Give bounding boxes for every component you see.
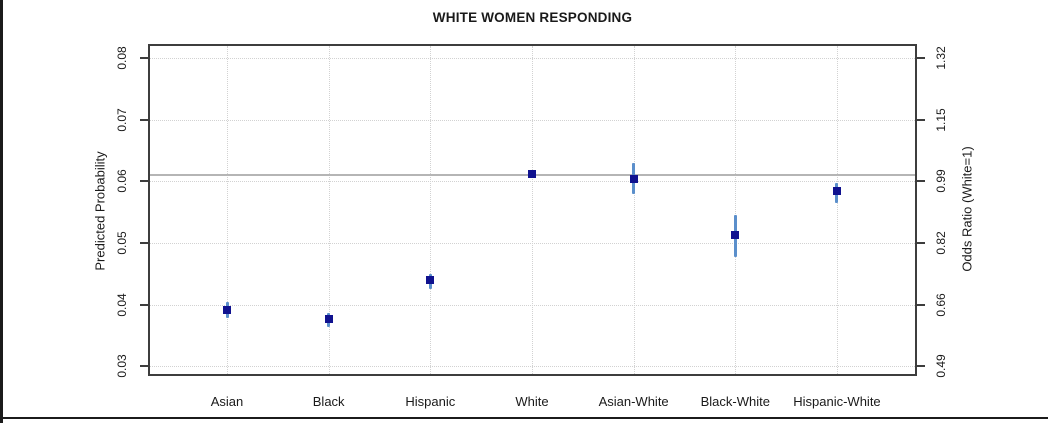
y-tick-right bbox=[917, 303, 925, 306]
data-point-black-white bbox=[731, 230, 740, 239]
y-tick-left bbox=[140, 241, 148, 244]
x-category-label: White bbox=[515, 394, 549, 409]
y-tick-label-left: 0.03 bbox=[115, 354, 129, 378]
data-point-white bbox=[527, 169, 536, 178]
page-edge-left bbox=[0, 0, 3, 423]
x-category-label: Black bbox=[312, 394, 345, 409]
y-tick-left bbox=[140, 180, 148, 183]
y-tick-left bbox=[140, 303, 148, 306]
y-tick-left bbox=[140, 57, 148, 60]
y-tick-label-left: 0.04 bbox=[115, 292, 129, 317]
v-gridline bbox=[328, 46, 330, 374]
y-tick-right bbox=[917, 365, 925, 368]
y-tick-label-left: 0.07 bbox=[115, 108, 129, 132]
chart-title: WHITE WOMEN RESPONDING bbox=[432, 10, 633, 25]
v-gridline bbox=[430, 46, 432, 374]
y-tick-right bbox=[917, 118, 925, 121]
data-point-black bbox=[324, 315, 333, 324]
x-category-label: Hispanic-White bbox=[793, 394, 881, 409]
y-tick-right bbox=[917, 57, 925, 60]
y-tick-label-right: 0.66 bbox=[934, 292, 948, 317]
x-category-label: Black-White bbox=[700, 394, 770, 409]
page-edge-bottom bbox=[0, 417, 1048, 419]
data-point-hispanic bbox=[426, 275, 435, 284]
y-tick-label-right: 1.15 bbox=[934, 108, 948, 132]
y-tick-label-left: 0.05 bbox=[115, 231, 129, 255]
y-tick-label-right: 0.82 bbox=[934, 231, 948, 255]
y-axis-title-right: Odds Ratio (White=1) bbox=[959, 146, 975, 272]
y-tick-left bbox=[140, 118, 148, 121]
y-tick-right bbox=[917, 180, 925, 183]
data-point-asian-white bbox=[629, 174, 638, 183]
y-tick-label-right: 1.32 bbox=[934, 46, 948, 70]
v-gridline bbox=[633, 46, 635, 374]
x-category-label: Asian-White bbox=[598, 394, 669, 409]
y-tick-label-right: 0.49 bbox=[934, 354, 948, 378]
y-tick-label-left: 0.06 bbox=[115, 169, 129, 194]
v-gridline bbox=[227, 46, 228, 374]
y-tick-label-right: 0.99 bbox=[934, 169, 948, 194]
v-gridline bbox=[836, 46, 838, 374]
v-gridline bbox=[735, 46, 737, 374]
data-point-hispanic-white bbox=[832, 187, 841, 196]
data-point-asian bbox=[223, 306, 231, 315]
y-tick-right bbox=[917, 241, 925, 244]
x-category-label: Hispanic bbox=[405, 394, 456, 409]
v-gridline bbox=[531, 46, 533, 374]
x-category-label: Asian bbox=[210, 394, 244, 409]
y-tick-left bbox=[140, 365, 148, 368]
y-axis-title-left: Predicted Probability bbox=[92, 151, 108, 271]
plot-area bbox=[148, 44, 917, 376]
y-tick-label-left: 0.08 bbox=[115, 46, 129, 70]
